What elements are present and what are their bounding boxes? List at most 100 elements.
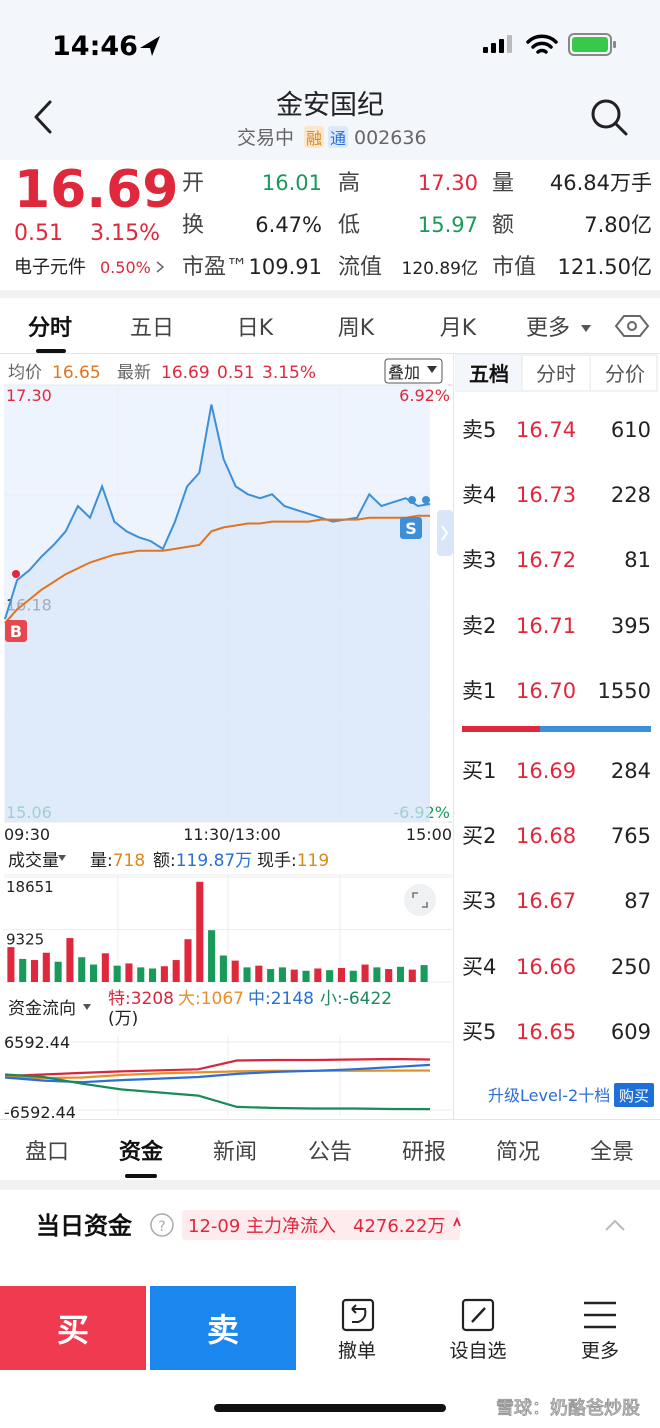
overlay-arrow bbox=[427, 366, 437, 373]
separator bbox=[0, 1180, 660, 1190]
stat-value: 46.84万手 bbox=[550, 171, 652, 195]
trade-marker[interactable] bbox=[400, 517, 422, 539]
more-icon[interactable] bbox=[584, 1301, 616, 1329]
volume-title[interactable]: 成交量 bbox=[8, 851, 59, 871]
chart-tab[interactable]: 更多 bbox=[526, 316, 570, 341]
sector-change: 0.50% bbox=[100, 258, 151, 277]
buy-button[interactable] bbox=[0, 1286, 146, 1370]
ask-ratio-bar bbox=[462, 726, 540, 732]
order-volume: 610 bbox=[611, 418, 651, 442]
marker-dot bbox=[422, 496, 430, 504]
overlay-button-frame[interactable] bbox=[384, 358, 443, 384]
volume-stat-value: 119.87万 bbox=[176, 851, 252, 871]
flow-dropdown-arrow bbox=[83, 1004, 91, 1010]
volume-bar bbox=[420, 965, 428, 982]
order-label: 卖3 bbox=[462, 548, 496, 572]
order-volume: 81 bbox=[624, 548, 651, 572]
detail-tab[interactable]: 资金 bbox=[119, 1139, 164, 1165]
flow-title[interactable]: 资金流向 bbox=[8, 999, 76, 1019]
volume-bar bbox=[90, 964, 98, 982]
volume-stat-label: 量: bbox=[90, 851, 113, 871]
y2-tick-label: 6.92% bbox=[399, 386, 450, 405]
series-line bbox=[4, 1073, 431, 1111]
buy-level2-button[interactable] bbox=[614, 1083, 654, 1107]
order-label: 卖4 bbox=[462, 483, 496, 507]
order-label: 卖5 bbox=[462, 418, 496, 442]
volume-dropdown-arrow bbox=[58, 855, 66, 861]
stat-label: 市盈™ bbox=[182, 255, 248, 280]
detail-tab[interactable]: 公告 bbox=[308, 1140, 352, 1165]
order-price: 16.69 bbox=[516, 759, 576, 783]
volume-bar bbox=[196, 881, 204, 982]
chart-tab[interactable]: 月K bbox=[440, 316, 477, 341]
watchlist-icon[interactable] bbox=[461, 1298, 495, 1332]
marker-dot bbox=[12, 570, 20, 578]
order-volume: 395 bbox=[611, 614, 651, 638]
back-button[interactable] bbox=[34, 100, 52, 134]
volume-bar bbox=[149, 968, 157, 982]
order-volume: 87 bbox=[624, 889, 651, 913]
order-book-tab[interactable]: 五档 bbox=[469, 362, 509, 386]
order-book-tab[interactable]: 分时 bbox=[536, 362, 576, 386]
help-icon[interactable] bbox=[150, 1213, 174, 1237]
volume-bar bbox=[66, 938, 74, 982]
chart-tab[interactable]: 五日 bbox=[130, 316, 174, 341]
stock-code: 002636 bbox=[354, 127, 427, 149]
order-volume: 609 bbox=[611, 1020, 651, 1044]
detail-tab[interactable]: 研报 bbox=[402, 1140, 446, 1165]
detail-tab[interactable]: 盘口 bbox=[25, 1140, 69, 1165]
buy-label[interactable]: 买 bbox=[57, 1311, 89, 1349]
chart-tab[interactable]: 周K bbox=[338, 316, 375, 341]
tag-background bbox=[328, 126, 348, 148]
volume-bar bbox=[54, 961, 62, 982]
trade-marker[interactable] bbox=[5, 620, 27, 642]
sell-button[interactable] bbox=[150, 1286, 296, 1370]
chart-tab[interactable]: 分时 bbox=[28, 316, 72, 341]
overlay-button[interactable]: 叠加 bbox=[388, 363, 420, 382]
order-label: 卖2 bbox=[462, 614, 496, 638]
chart-tab[interactable]: 日K bbox=[237, 316, 274, 341]
volume-bar bbox=[42, 952, 50, 982]
action-label[interactable]: 设自选 bbox=[449, 1340, 506, 1362]
series-line bbox=[4, 1069, 431, 1080]
watchlist-icon-pen bbox=[471, 1307, 486, 1323]
volume-bar bbox=[231, 960, 239, 982]
wifi-icon bbox=[526, 34, 558, 54]
order-price: 16.65 bbox=[516, 1020, 576, 1044]
series-line bbox=[4, 514, 430, 624]
action-label[interactable]: 撤单 bbox=[338, 1340, 376, 1362]
detail-tab[interactable]: 全景 bbox=[590, 1140, 634, 1165]
capital-title: 当日资金 bbox=[36, 1212, 133, 1240]
action-label[interactable]: 更多 bbox=[581, 1340, 619, 1362]
detail-tab[interactable]: 新闻 bbox=[213, 1140, 257, 1165]
search-button[interactable] bbox=[591, 99, 621, 129]
expand-button[interactable] bbox=[404, 884, 436, 916]
change-value: 0.51 bbox=[217, 363, 255, 383]
divider bbox=[0, 1119, 660, 1120]
legend-entry: 特:3208 bbox=[108, 989, 174, 1009]
panel-toggle[interactable] bbox=[437, 510, 453, 556]
settings-icon[interactable] bbox=[614, 315, 650, 337]
margin-tag: 融 bbox=[306, 129, 322, 148]
collapse-icon[interactable] bbox=[605, 1219, 625, 1231]
volume-bar bbox=[314, 968, 322, 982]
stat-label: 开 bbox=[182, 171, 204, 196]
y-tick-label: -6592.44 bbox=[4, 1103, 76, 1122]
detail-tab[interactable]: 简况 bbox=[496, 1140, 540, 1165]
stat-value: 17.30 bbox=[418, 171, 478, 195]
price-change-pct: 3.15% bbox=[90, 221, 160, 246]
volume-bar bbox=[396, 966, 405, 982]
order-book-tab[interactable]: 分价 bbox=[605, 362, 645, 386]
capital-date: 12-09 bbox=[188, 1216, 240, 1237]
y-tick-label: 9325 bbox=[6, 931, 44, 949]
cancel-icon[interactable] bbox=[341, 1298, 375, 1332]
more-arrow bbox=[581, 325, 591, 332]
sell-label[interactable]: 卖 bbox=[207, 1311, 239, 1349]
volume-bar bbox=[290, 969, 298, 982]
battery-icon bbox=[568, 33, 612, 56]
capital-value: 4276.22万 bbox=[353, 1216, 445, 1237]
level2-upgrade[interactable]: 升级Level-2十档 bbox=[488, 1086, 610, 1105]
battery-level bbox=[572, 37, 608, 52]
